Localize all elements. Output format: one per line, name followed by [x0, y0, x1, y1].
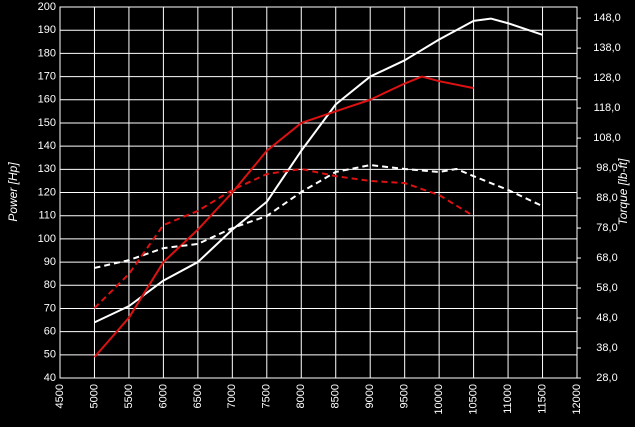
y2-tick-label: 38,0 — [596, 342, 617, 354]
y-tick-label: 90 — [44, 256, 56, 268]
series-line — [94, 17, 543, 324]
y-tick-label: 200 — [38, 1, 56, 13]
x-tick-label: 10500 — [468, 384, 480, 415]
y-axis-title: Power [Hp] — [6, 162, 20, 222]
x-tick-label: 8500 — [330, 384, 342, 408]
x-tick-label: 10000 — [433, 384, 445, 415]
y-tick-label: 130 — [38, 163, 56, 175]
y2-tick-label: 128,0 — [593, 72, 621, 84]
x-tick-label: 11500 — [536, 384, 548, 414]
y-tick-label: 110 — [38, 210, 56, 222]
series-line — [93, 75, 474, 358]
x-tick-label: 9000 — [364, 384, 376, 408]
y-tick-label: 150 — [38, 117, 56, 129]
x-tick-label: 4500 — [54, 384, 66, 408]
x-tick-label: 8000 — [295, 384, 307, 408]
y2-tick-label: 28,0 — [596, 372, 617, 384]
y2-tick-label: 118,0 — [594, 102, 621, 114]
y-tick-label: 100 — [38, 233, 56, 245]
y2-tick-label: 108,0 — [593, 132, 621, 144]
y-tick-label: 50 — [44, 349, 56, 361]
y-tick-label: 180 — [38, 47, 56, 59]
y-tick-label: 170 — [38, 70, 56, 82]
y2-tick-label: 68,0 — [596, 252, 617, 264]
x-tick-label: 9500 — [399, 384, 411, 408]
series-line — [94, 164, 543, 269]
y2-tick-label: 138,0 — [593, 42, 621, 54]
y2-axis-title: Torque [lb-ft] — [616, 158, 630, 226]
y-tick-label: 120 — [38, 186, 56, 198]
x-tick-label: 5500 — [123, 384, 135, 408]
plot-frame — [59, 6, 578, 379]
y-tick-label: 70 — [44, 302, 56, 314]
y2-tick-label: 48,0 — [596, 312, 617, 324]
y2-tick-label: 78,0 — [596, 222, 617, 234]
y-tick-label: 60 — [44, 326, 56, 338]
y-tick-label: 80 — [44, 279, 56, 291]
x-tick-label: 6000 — [157, 384, 169, 408]
x-tick-label: 12000 — [571, 384, 583, 415]
y2-tick-label: 98,0 — [596, 162, 617, 174]
x-tick-label: 5000 — [88, 384, 100, 408]
y2-tick-label: 88,0 — [596, 192, 617, 204]
x-tick-label: 7500 — [261, 384, 273, 408]
y-tick-label: 190 — [38, 24, 56, 36]
y2-tick-label: 58,0 — [596, 282, 617, 294]
x-tick-label: 7000 — [226, 384, 238, 408]
y-tick-label: 160 — [38, 94, 56, 106]
y-tick-label: 40 — [44, 372, 56, 384]
x-tick-label: 11000 — [502, 384, 514, 414]
series-line — [93, 167, 475, 309]
y-tick-label: 140 — [38, 140, 56, 152]
y2-tick-label: 148,0 — [593, 12, 621, 24]
x-tick-label: 6500 — [192, 384, 204, 408]
